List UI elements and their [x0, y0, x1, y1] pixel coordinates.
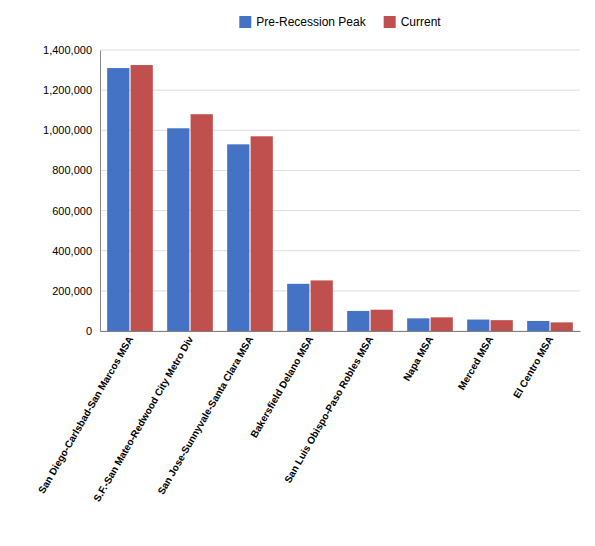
legend-label: Pre-Recession Peak — [256, 15, 366, 29]
y-tick-label: 1,200,000 — [43, 84, 92, 96]
y-tick: 600,000 — [52, 205, 92, 217]
chart: 0 200,000 400,000 600,000 800,000 1,000,000 1,… — [0, 0, 595, 546]
y-tick-label: 400,000 — [52, 245, 92, 257]
x-tick-label: San Luis Obispo-Paso Robles MSA — [282, 334, 375, 484]
y-axis: 0 200,000 400,000 600,000 800,000 1,000,000 1,… — [43, 44, 100, 337]
y-tick: 1,200,000 — [43, 84, 92, 96]
bar — [107, 68, 129, 331]
grid-line — [100, 90, 580, 91]
x-tick-label: Bakersfield Delano MSA — [248, 334, 315, 439]
x-tick: San Luis Obispo-Paso Robles MSA — [282, 334, 375, 484]
x-tick-label: San Jose-Sunnyvale-Santa Clara MSA — [155, 334, 255, 496]
legend-item: Pre-Recession Peak — [239, 15, 366, 29]
y-tick: 800,000 — [52, 164, 92, 176]
bar — [371, 310, 393, 331]
x-tick-label: Merced MSA — [456, 334, 496, 391]
bar-series — [131, 65, 573, 331]
x-tick-label: El Centro MSA — [511, 334, 555, 400]
bar — [407, 318, 429, 331]
x-tick: S.F.-San Mateo-Redwood City Metro Div — [91, 334, 195, 503]
plot-area: 0 200,000 400,000 600,000 800,000 1,000,000 1,… — [36, 44, 580, 503]
x-tick-label: S.F.-San Mateo-Redwood City Metro Div — [91, 334, 195, 503]
y-tick-label: 200,000 — [52, 285, 92, 297]
x-tick: San Jose-Sunnyvale-Santa Clara MSA — [155, 334, 255, 496]
x-tick: Bakersfield Delano MSA — [248, 334, 315, 439]
bar — [287, 284, 309, 331]
bar — [551, 322, 573, 331]
grid-line — [100, 50, 580, 51]
bar — [311, 280, 333, 331]
y-tick: 200,000 — [52, 285, 92, 297]
x-axis: San Diego-Carlsbad-San Marcos MSAS.F.-Sa… — [36, 332, 580, 504]
x-tick: Napa MSA — [401, 334, 435, 382]
bar — [347, 311, 369, 331]
y-tick-label: 1,400,000 — [43, 44, 92, 56]
y-tick-label: 1,000,000 — [43, 124, 92, 136]
grid — [100, 50, 580, 331]
bar — [527, 321, 549, 331]
x-tick-label: San Diego-Carlsbad-San Marcos MSA — [36, 334, 135, 495]
legend: Pre-Recession Peak Current — [239, 15, 441, 29]
bars — [107, 65, 573, 331]
bar — [431, 317, 453, 331]
x-axis-line — [101, 331, 581, 332]
y-tick: 1,400,000 — [43, 44, 92, 56]
bar — [227, 144, 249, 331]
bar — [191, 114, 213, 331]
bar — [491, 320, 513, 331]
legend-label: Current — [401, 15, 442, 29]
y-tick: 0 — [86, 325, 92, 337]
y-tick-label: 600,000 — [52, 205, 92, 217]
x-tick: San Diego-Carlsbad-San Marcos MSA — [36, 334, 135, 495]
y-tick: 1,000,000 — [43, 124, 92, 136]
bar — [467, 320, 489, 331]
x-tick-label: Napa MSA — [401, 334, 435, 382]
bar — [167, 128, 189, 331]
bar — [251, 136, 273, 331]
legend-swatch — [384, 16, 396, 28]
x-tick: Merced MSA — [456, 334, 496, 391]
x-tick: El Centro MSA — [511, 334, 555, 400]
bar-series — [107, 68, 549, 331]
y-tick: 400,000 — [52, 245, 92, 257]
y-tick-label: 0 — [86, 325, 92, 337]
y-tick-label: 800,000 — [52, 164, 92, 176]
y-axis-line — [100, 51, 101, 332]
legend-item: Current — [384, 15, 442, 29]
legend-swatch — [239, 16, 251, 28]
bar — [131, 65, 153, 331]
